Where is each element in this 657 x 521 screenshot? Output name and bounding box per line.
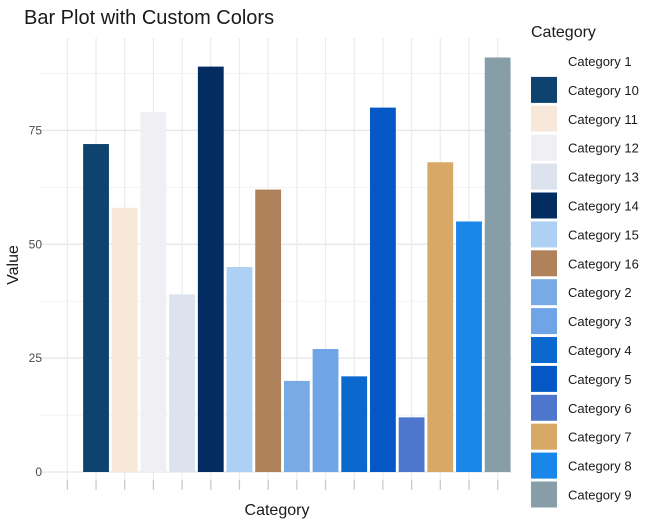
- legend-label: Category 5: [568, 372, 632, 387]
- bars: [83, 57, 511, 473]
- legend-key: [531, 105, 557, 132]
- legend-key: [531, 279, 557, 306]
- bar-category-9: [484, 57, 511, 473]
- legend-key: [531, 365, 557, 392]
- legend-key: [531, 452, 557, 479]
- bar-category-5: [369, 107, 396, 472]
- legend-label: Category 11: [568, 112, 638, 127]
- y-tick-labels: 0 25 50 75: [29, 123, 43, 479]
- legend-key: [531, 163, 557, 190]
- bar-category-15: [226, 267, 253, 472]
- y-tick-label: 25: [29, 351, 43, 365]
- legend-label: Category 4: [568, 343, 632, 358]
- legend-key: [531, 221, 557, 248]
- bar-category-14: [197, 66, 224, 472]
- bar-category-10: [83, 144, 109, 473]
- bar-category-4: [341, 376, 368, 472]
- legend-key: [531, 481, 557, 508]
- legend-key: [531, 48, 557, 74]
- legend-key: [531, 423, 557, 450]
- bar-category-3: [312, 349, 339, 472]
- bar-category-7: [427, 162, 454, 472]
- legend-key: [531, 134, 557, 161]
- bar-category-2: [283, 380, 310, 472]
- legend-label: Category 12: [568, 141, 639, 156]
- legend-key: [531, 192, 557, 219]
- bar-category-12: [140, 112, 167, 472]
- legend-label: Category 1: [568, 54, 632, 69]
- legend-key: [531, 250, 557, 277]
- bar-category-6: [398, 417, 425, 472]
- legend-key: [531, 308, 557, 335]
- legend-label: Category 6: [568, 401, 632, 416]
- y-axis-title: Value: [5, 245, 22, 285]
- bar-category-8: [456, 221, 482, 472]
- legend-label: Category 7: [568, 430, 632, 445]
- legend-label: Category 2: [568, 285, 632, 300]
- bar-category-16: [255, 189, 282, 472]
- y-tick-label: 75: [29, 123, 43, 137]
- legend-label: Category 9: [568, 488, 632, 503]
- y-tick-label: 50: [29, 237, 43, 251]
- legend-key: [531, 337, 557, 363]
- legend-label: Category 3: [568, 314, 632, 329]
- legend-key: [531, 394, 557, 421]
- x-tick-marks: [66, 480, 499, 490]
- chart-title: Bar Plot with Custom Colors: [24, 7, 274, 29]
- legend-key: [531, 76, 557, 103]
- bar-category-11: [111, 207, 138, 472]
- legend-title: Category: [531, 24, 596, 41]
- legend-label: Category 15: [568, 227, 639, 242]
- legend-label: Category 13: [568, 170, 639, 185]
- legend-items: Category 1 Category 10 Category 11 Category…: [531, 48, 639, 508]
- y-tick-label: 0: [35, 465, 42, 479]
- x-axis-title: Category: [245, 502, 310, 519]
- bar-category-13: [169, 294, 196, 472]
- legend-label: Category 14: [568, 199, 639, 214]
- legend-label: Category 10: [568, 83, 639, 98]
- legend-label: Category 8: [568, 459, 632, 474]
- legend-label: Category 16: [568, 256, 639, 271]
